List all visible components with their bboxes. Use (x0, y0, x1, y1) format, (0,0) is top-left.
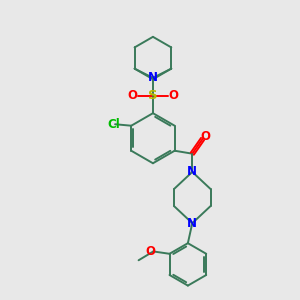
Text: N: N (187, 217, 197, 230)
Text: O: O (169, 89, 178, 102)
Text: S: S (148, 89, 158, 102)
Text: O: O (146, 245, 155, 258)
Text: Cl: Cl (107, 118, 120, 131)
Text: O: O (200, 130, 211, 142)
Text: N: N (148, 71, 158, 84)
Text: O: O (127, 89, 137, 102)
Text: N: N (187, 165, 197, 178)
